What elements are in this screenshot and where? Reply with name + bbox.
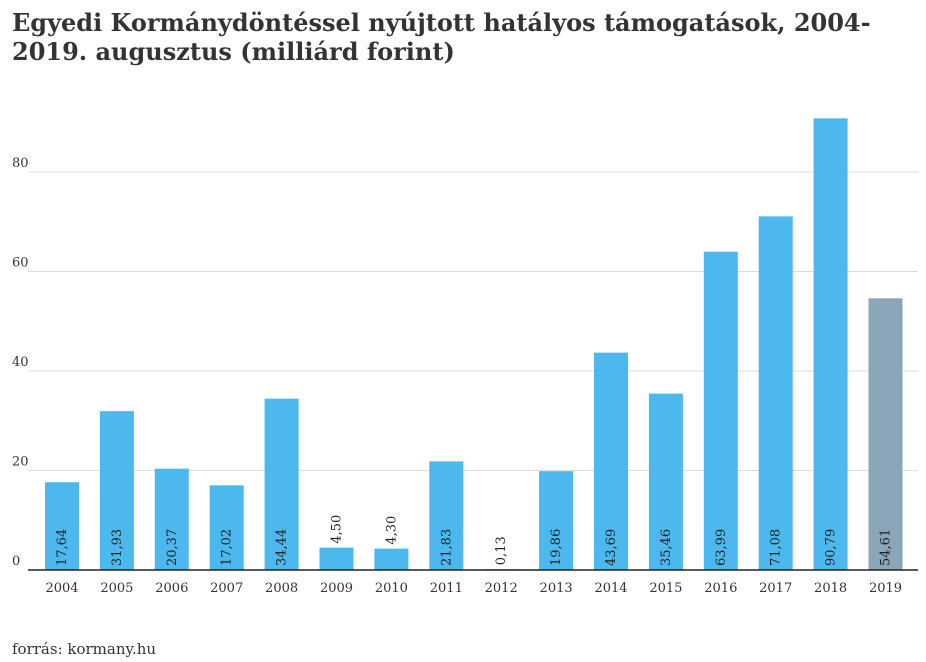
value-label: 4,50 [330,515,345,544]
value-label: 0,13 [494,536,509,565]
bar [319,547,354,570]
chart-title: Egyedi Kormánydöntéssel nyújtott hatályo… [12,8,871,66]
x-tick-label: 2015 [649,581,682,596]
value-label: 17,02 [220,529,235,566]
bar [154,468,189,570]
value-label: 43,69 [604,529,619,566]
y-tick-label: 40 [12,355,29,370]
value-label: 54,61 [879,529,894,566]
x-tick-label: 2014 [594,581,627,596]
y-tick-label: 80 [12,156,29,171]
bar [99,411,134,570]
x-axis: 2004 2005 2006 2007 2008 2009 2010 2011 2012 2013… [45,581,902,596]
value-label: 34,44 [275,529,290,566]
x-tick-label: 2004 [45,581,78,596]
bar [429,461,464,570]
value-label: 4,30 [384,516,399,545]
bar-chart: 0 20 40 60 80 17,64 31,93 20,37 17,02 34,44 4,50 4… [12,118,918,596]
y-axis: 0 20 40 60 80 [12,156,29,569]
x-tick-label: 2010 [375,581,408,596]
value-label: 35,46 [659,529,674,566]
value-label: 17,64 [55,529,70,566]
value-labels: 17,64 31,93 20,37 17,02 34,44 4,50 4,30 21,83 0,… [55,515,894,566]
source-note: forrás: kormany.hu [12,640,157,658]
x-tick-label: 2005 [100,581,133,596]
x-tick-label: 2006 [155,581,188,596]
value-label: 20,37 [165,529,180,566]
bars [45,118,903,570]
bar [594,352,628,570]
x-tick-label: 2011 [430,581,463,596]
y-tick-label: 20 [12,455,29,470]
y-tick-label: 0 [12,554,20,569]
x-tick-label: 2007 [210,581,243,596]
x-tick-label: 2016 [704,581,737,596]
bar [758,216,793,570]
bar [703,251,738,570]
x-tick-label: 2018 [814,581,847,596]
bar [868,298,903,570]
value-label: 31,93 [110,529,125,566]
bar [45,482,79,570]
y-tick-label: 60 [12,256,29,271]
x-tick-label: 2019 [869,581,902,596]
value-label: 90,79 [824,529,839,566]
x-tick-label: 2008 [265,581,298,596]
value-label: 71,08 [769,529,784,566]
x-tick-label: 2009 [320,581,353,596]
bar [648,393,683,570]
x-tick-label: 2017 [759,581,792,596]
value-label: 21,83 [439,529,454,566]
value-label: 19,86 [549,529,564,566]
bar [539,471,574,570]
value-label: 63,99 [714,529,729,566]
bar [264,398,299,570]
bar [813,118,848,570]
x-tick-label: 2012 [485,581,518,596]
bar [209,485,244,570]
bar [374,548,409,570]
x-tick-label: 2013 [540,581,573,596]
